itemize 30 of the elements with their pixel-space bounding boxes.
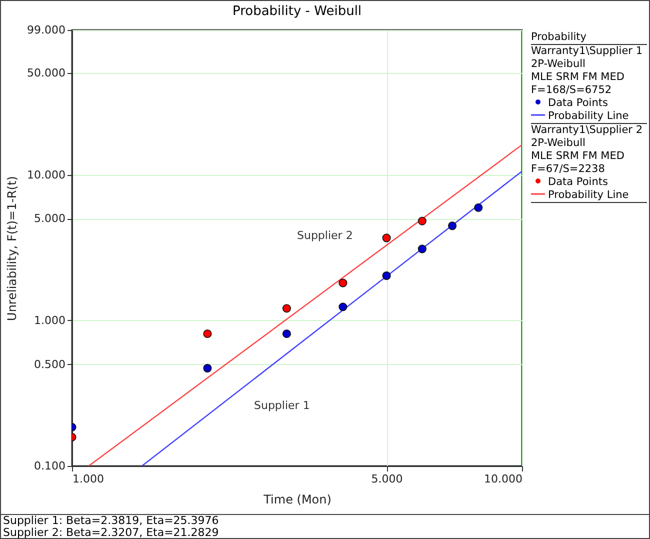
y-tick-label: 5.000 [34,212,66,226]
text: MLE SRM FM MED [531,71,626,84]
x-axis-title: Time (Mon) [262,492,332,506]
legend-label: Probability Line [548,189,629,202]
text: 2P-Weibull [531,137,586,150]
legend-label: Probability Line [548,110,629,123]
legend-label: Data Points [548,97,608,110]
y-tick-label: 99.000 [27,24,66,36]
text: 2P-Weibull [531,58,586,71]
x-tick-label: 5.000 [371,472,403,486]
annotation: Supplier 2 [297,229,353,242]
y-tick-label: 50.000 [27,66,66,80]
y-tick-label: 10.000 [27,168,66,182]
legend-title: Probability [531,31,588,44]
y-tick-label: 1.000 [34,314,66,327]
y-axis-title: Unreliability, F(t)=1-R(t) [5,176,20,321]
x-tick-label: 1.000 [72,472,104,486]
text: Warranty1\Supplier 1 [531,45,644,58]
y-tick-label: 0.500 [34,358,66,371]
x-tick-label: 10.000 [484,472,522,486]
annotation: Supplier 1 [254,399,310,412]
y-tick-label: 0.100 [34,460,66,472]
text: F=67/S=2238 [531,163,606,176]
text: F=168/S=6752 [531,84,613,97]
legend-label: Data Points [548,176,608,189]
chart-title: Probability - Weibull [232,4,362,19]
text: Supplier 1: Beta=2.3819, Eta=25.3976 [3,514,220,527]
text: Supplier 2: Beta=2.3207, Eta=21.2829 [3,526,220,539]
text: MLE SRM FM MED [531,150,626,163]
text: Warranty1\Supplier 2 [531,124,644,137]
